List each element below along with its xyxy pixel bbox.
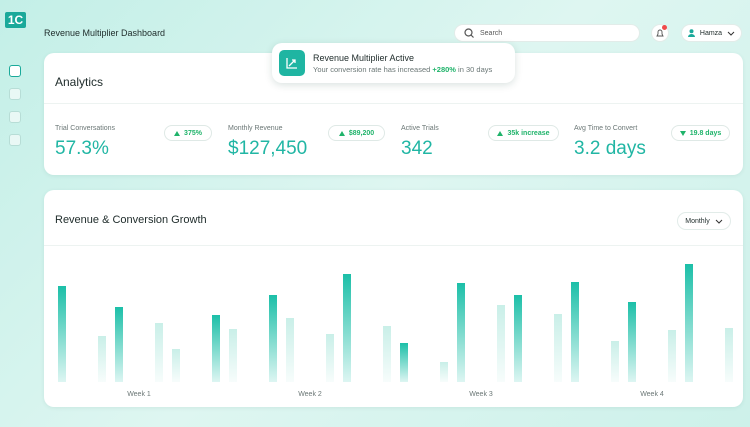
- toast-text: Revenue Multiplier Active Your conversio…: [313, 53, 492, 74]
- change-arrow: [174, 130, 181, 136]
- stat-value: $127,450: [228, 138, 308, 159]
- bar: [440, 362, 448, 382]
- divider: [44, 245, 743, 246]
- change-text: 19.8 days: [689, 129, 722, 137]
- search-icon: [464, 28, 474, 38]
- change-text: $89,200: [348, 129, 375, 137]
- change-arrow: [497, 130, 504, 136]
- bar: [343, 274, 351, 382]
- change-text: 35k increase: [507, 129, 550, 137]
- search-placeholder: Search: [480, 29, 503, 37]
- bar: [514, 295, 522, 382]
- arrow-shape: [338, 130, 345, 136]
- nav-item[interactable]: [9, 88, 21, 100]
- toast-message-start: Your conversion rate has increased: [313, 64, 431, 74]
- bar: [457, 283, 465, 382]
- arrow-shape: [174, 130, 181, 136]
- bar: [668, 330, 676, 382]
- arrow-shape: [497, 130, 504, 136]
- page-title: Revenue Multiplier Dashboard: [44, 28, 166, 38]
- change-badge: 19.8 days: [671, 125, 730, 141]
- chart-card: Revenue & Conversion Growth Monthly Week…: [44, 190, 743, 407]
- chart-title: Revenue & Conversion Growth: [55, 214, 207, 226]
- change-arrow: [338, 130, 345, 136]
- bar: [554, 314, 562, 382]
- stat-label: Avg Time to Convert: [574, 125, 638, 132]
- toast-message: Your conversion rate has increased +280%…: [313, 65, 492, 74]
- analytics-title: Analytics: [55, 75, 104, 89]
- bar: [212, 315, 220, 382]
- x-label: Week 1: [127, 391, 151, 398]
- x-label: Week 3: [469, 391, 493, 398]
- bar-chart: Week 1 Week 2 Week 3 Week 4: [58, 264, 733, 398]
- logo[interactable]: 1C: [5, 12, 26, 28]
- bar: [155, 323, 163, 382]
- x-label: Week 4: [640, 391, 664, 398]
- toast-title: Revenue Multiplier Active: [313, 52, 415, 63]
- bar: [400, 343, 408, 382]
- arrow-shape: [679, 130, 686, 136]
- trend-icon: [286, 58, 297, 69]
- change-badge: $89,200: [328, 125, 385, 141]
- stat-label: Trial Conversations: [55, 125, 116, 132]
- nav-item[interactable]: [9, 111, 21, 123]
- bar: [725, 328, 733, 382]
- stat-label: Active Trials: [401, 125, 439, 132]
- stat-value: 342: [401, 138, 433, 159]
- change-badge: 375%: [164, 125, 212, 141]
- bar: [58, 286, 66, 382]
- notification-dot: [662, 25, 667, 30]
- search-box[interactable]: Search: [454, 24, 640, 42]
- bar: [229, 329, 237, 382]
- user-icon: [687, 29, 695, 37]
- nav-dashboard[interactable]: [9, 65, 21, 77]
- bar: [286, 318, 294, 382]
- user-menu[interactable]: Hamza: [681, 24, 742, 42]
- bar: [628, 302, 636, 382]
- chevron: [715, 219, 723, 224]
- change-badge: 35k increase: [488, 125, 559, 141]
- bar: [611, 341, 619, 382]
- toast-icon: [279, 50, 305, 76]
- bar: [98, 336, 106, 382]
- toast-highlight: +280%: [432, 64, 456, 74]
- bell-icon: [656, 29, 664, 36]
- divider: [44, 103, 743, 104]
- period-label: Monthly: [685, 217, 710, 225]
- bar: [497, 305, 505, 382]
- change-arrow: [679, 130, 686, 136]
- user-name: Hamza: [699, 29, 723, 37]
- toast-message-end: in 30 days: [458, 64, 493, 74]
- stat-label: Monthly Revenue: [228, 125, 283, 132]
- bar: [685, 264, 693, 382]
- chevron: [727, 31, 735, 36]
- bar: [269, 295, 277, 382]
- notification-button[interactable]: [651, 24, 669, 42]
- stat-value: 57.3%: [55, 138, 109, 159]
- change-text: 375%: [184, 129, 202, 137]
- bar: [326, 334, 334, 382]
- toast[interactable]: Revenue Multiplier Active Your conversio…: [272, 43, 515, 83]
- bar: [383, 326, 391, 382]
- stat-value: 3.2 days: [574, 138, 646, 159]
- x-label: Week 2: [298, 391, 322, 398]
- bar: [115, 307, 123, 382]
- period-select[interactable]: Monthly: [677, 212, 731, 230]
- bar: [172, 349, 180, 382]
- nav-item[interactable]: [9, 134, 21, 146]
- bar: [571, 282, 579, 382]
